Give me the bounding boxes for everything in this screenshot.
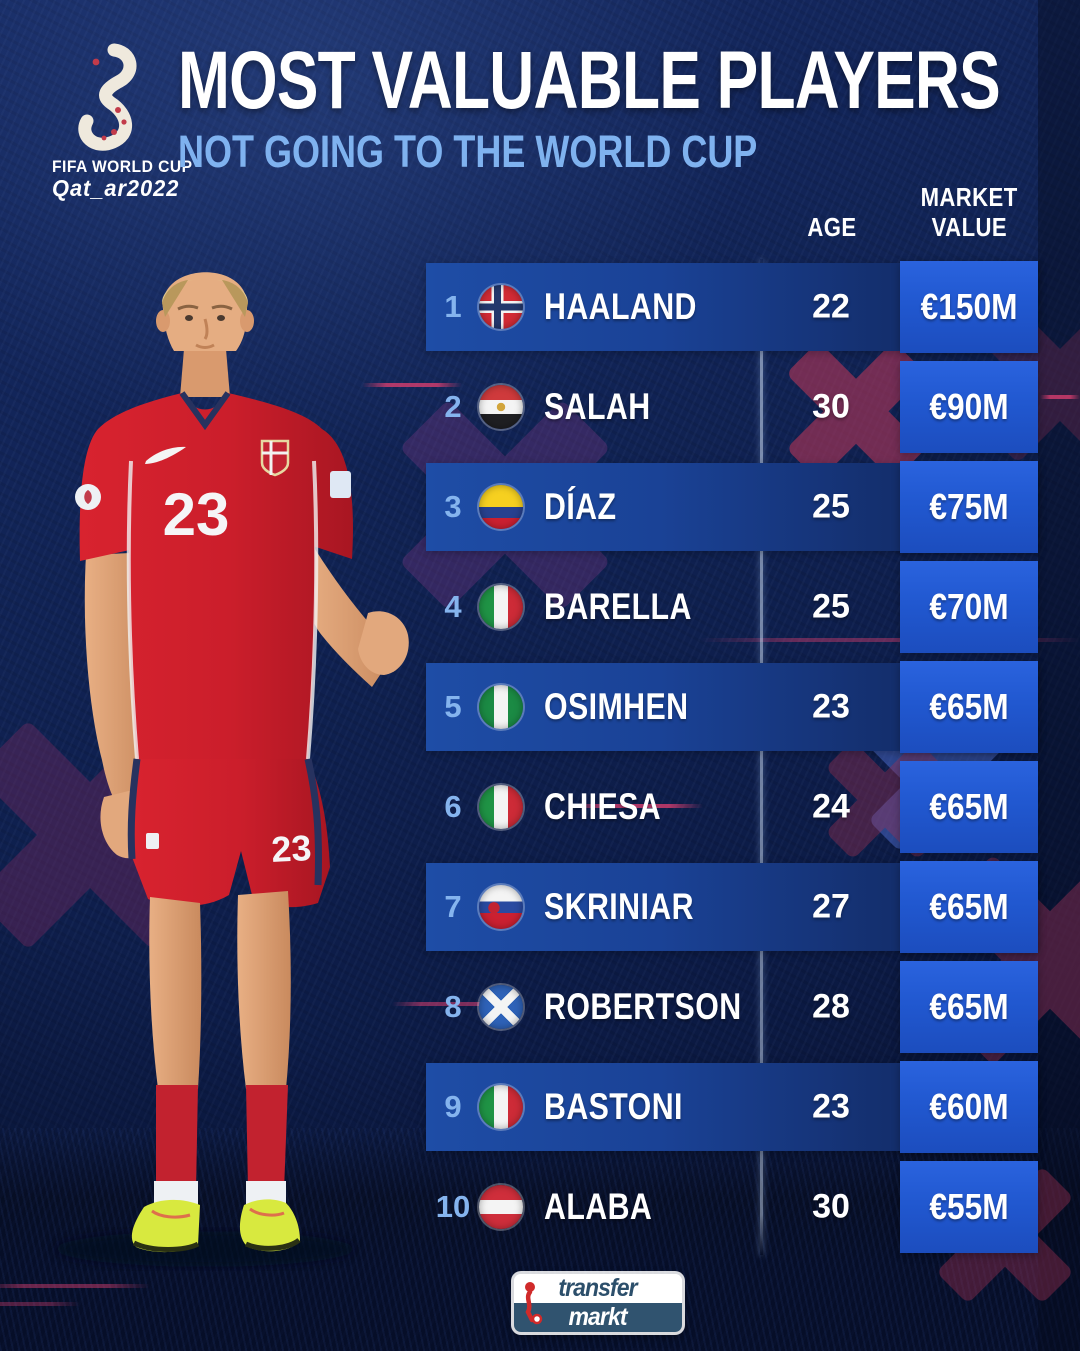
player-name: BARELLA [544,586,692,627]
haaland-player-photo: 23 23 [55,272,409,1267]
table-row: 3 DÍAZ 25 €75M [426,457,1038,557]
table-row: 6 CHIESA 24 €65M [426,757,1038,857]
row-rank: 4 [444,589,462,624]
slovakia-flag-icon [479,885,523,929]
player-name: BASTONI [544,1086,683,1127]
row-rank: 3 [444,489,462,524]
market-value-cell: €60M [900,1061,1038,1153]
red-streak [362,383,462,387]
transfermarkt-player-icon [525,1282,543,1325]
row-rank: 9 [444,1089,462,1124]
egypt-flag-icon [479,385,523,429]
row-rank: 6 [444,789,462,824]
player-age: 25 [812,587,850,626]
player-name: ROBERTSON [544,986,742,1027]
scotland-flag-icon [479,985,523,1029]
italy-flag-icon [479,585,523,629]
norway-crest-icon [260,439,290,477]
market-value-cell: €65M [900,661,1038,753]
italy-flag-icon [479,785,523,829]
market-value-cell: €75M [900,461,1038,553]
right-edge-shade [1038,0,1080,1351]
colombia-flag-icon [479,485,523,529]
market-value-cell: €90M [900,361,1038,453]
red-streak [0,1302,80,1306]
table-row: 2 SALAH 30 €90M [426,357,1038,457]
table-row: 5 OSIMHEN 23 €65M [426,657,1038,757]
market-value-cell: €65M [900,961,1038,1053]
red-streak [392,1002,507,1006]
red-streak [0,1284,150,1288]
jersey-number-chest: 23 [163,481,230,548]
player-age: 24 [812,787,850,826]
table-row: 9 BASTONI 23 €60M [426,1057,1038,1157]
row-rank: 7 [444,889,462,924]
red-streak [700,638,1080,642]
player-age: 27 [812,887,850,926]
norway-flag-icon [479,285,523,329]
row-rank: 10 [435,1189,471,1224]
row-rank: 2 [444,389,462,424]
market-value-cell: €65M [900,761,1038,853]
column-divider-line [760,259,763,1255]
page-title: MOST VALUABLE PLAYERS [178,35,1001,126]
market-value-cell: €150M [900,261,1038,353]
market-value-cell: €70M [900,561,1038,653]
italy-flag-icon [479,1085,523,1129]
austria-flag-icon [479,1185,523,1229]
table-row: 10 ALABA 30 €55M [426,1157,1038,1257]
market-value-cell: €65M [900,861,1038,953]
uefa-sleeve-patch-icon [330,471,351,498]
column-header-age: AGE [807,212,857,242]
jersey-number-shorts: 23 [270,827,312,870]
table-rows: 1 HAALAND 22 €150M 2 SALAH 30 €90M 3 DÍAZ 25 €75M 4 B… [426,257,1038,1257]
red-streak [568,804,703,808]
red-streak [1040,395,1080,399]
player-age: 23 [812,687,850,726]
page-subtitle: NOT GOING TO THE WORLD CUP [178,126,758,177]
fifa-world-cup-wordmark: FIFA WORLD CUP [52,157,193,176]
player-age: 25 [812,487,850,526]
row-rank: 5 [444,689,462,724]
player-name: SKRINIAR [544,886,694,927]
player-name: CHIESA [544,786,662,827]
player-name: DÍAZ [544,486,617,527]
player-age: 22 [812,287,850,326]
qatar-2022-emblem-icon [78,43,137,151]
player-name: SALAH [544,386,651,427]
fifa-world-cup-logo: FIFA WORLD CUP Qat_ar2022 [52,40,193,202]
nigeria-flag-icon [479,685,523,729]
table-row: 7 SKRINIAR 27 €65M [426,857,1038,957]
column-header-market-value: MARKET VALUE [920,182,1018,242]
player-name: HAALAND [544,286,697,327]
player-name: ALABA [544,1186,653,1227]
transfermarkt-logo: transfer markt [514,1274,682,1332]
market-value-cell: €55M [900,1161,1038,1253]
table-row: 8 ROBERTSON 28 €65M [426,957,1038,1057]
player-age: 30 [812,1187,850,1226]
transfermarkt-logo-top: transfer [514,1274,682,1303]
table-row: 4 BARELLA 25 €70M [426,557,1038,657]
player-age: 23 [812,1087,850,1126]
row-rank: 1 [444,289,462,324]
table-row: 1 HAALAND 22 €150M [426,257,1038,357]
player-age: 28 [812,987,850,1026]
player-age: 30 [812,387,850,426]
player-name: OSIMHEN [544,686,689,727]
qatar-2022-wordmark: Qat_ar2022 [52,175,180,201]
row-rank: 8 [444,989,462,1024]
